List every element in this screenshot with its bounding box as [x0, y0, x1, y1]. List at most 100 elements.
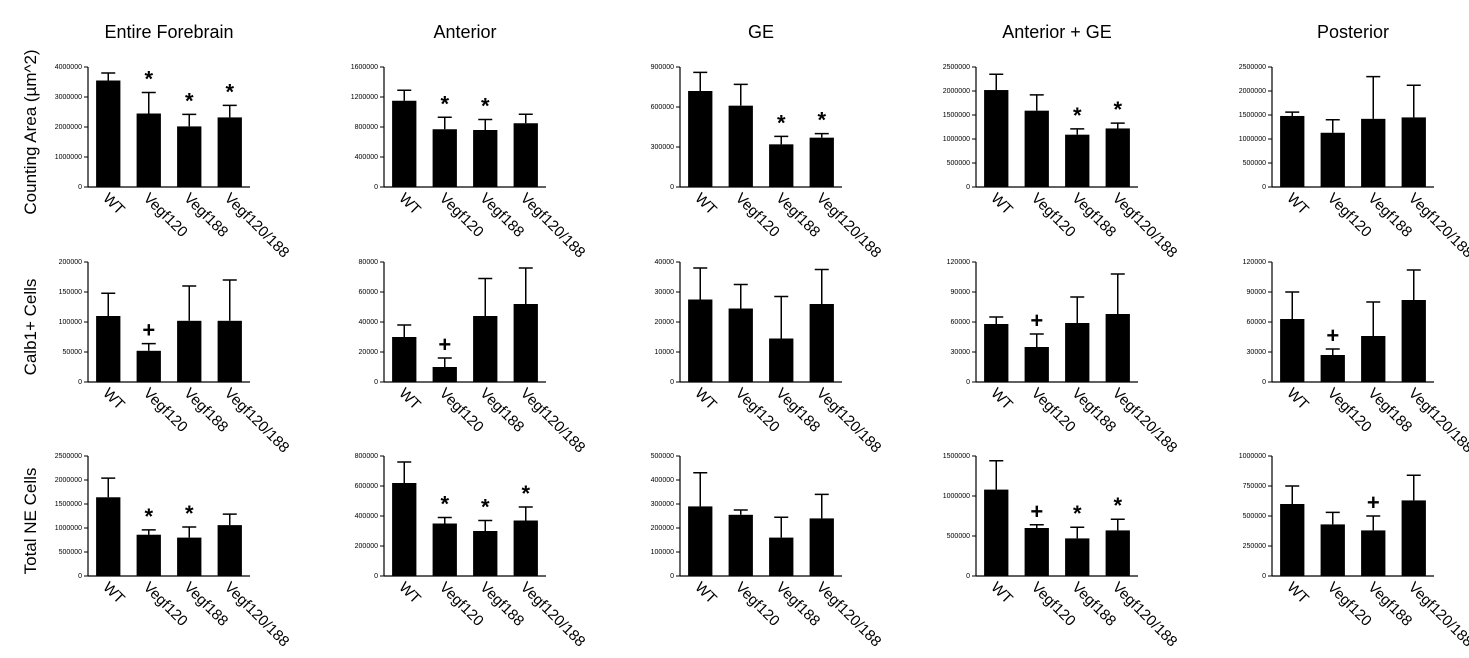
x-tick-label: Vegf188: [1068, 385, 1119, 436]
x-tick-label: Vegf120: [1028, 385, 1079, 436]
error-bar: [1070, 297, 1084, 323]
error-bar: [397, 90, 411, 101]
bar: [1106, 314, 1130, 382]
x-tick-label: Vegf120: [436, 190, 487, 241]
bar: [392, 337, 416, 382]
error-bar: [478, 521, 492, 532]
error-bar: [774, 517, 788, 537]
y-tick-label: 600000: [355, 483, 378, 490]
error-bar: [478, 120, 492, 131]
y-tick-label: 500000: [947, 533, 970, 540]
x-tick-label: Vegf188: [1364, 385, 1415, 436]
error-bar: [693, 473, 707, 507]
y-tick-label: 800000: [355, 124, 378, 131]
bar: [1280, 504, 1304, 576]
x-tick-label: WT: [691, 385, 720, 414]
significance-mark: +: [438, 332, 451, 357]
y-tick-label: 10000: [655, 349, 675, 356]
bar: [1106, 530, 1130, 576]
x-tick-label: Vegf188: [1068, 190, 1119, 241]
bar: [433, 129, 457, 187]
chart-title: Anterior: [433, 22, 496, 42]
bar: [1065, 538, 1089, 576]
bar: [433, 524, 457, 577]
significance-mark: +: [1367, 490, 1380, 515]
y-tick-label: 2000000: [55, 124, 82, 131]
error-bar: [142, 93, 156, 114]
x-tick-label: WT: [99, 190, 128, 219]
bar: [514, 123, 538, 187]
bar: [473, 316, 497, 382]
x-tick-label: Vegf120: [1028, 579, 1079, 630]
bar: [137, 535, 161, 576]
error-bar: [438, 117, 452, 129]
y-tick-label: 300000: [651, 501, 674, 508]
error-bar: [438, 358, 452, 367]
bar: [177, 321, 201, 382]
error-bar: [101, 478, 115, 497]
y-tick-label: 30000: [1247, 349, 1267, 356]
y-tick-label: 90000: [1247, 289, 1267, 296]
y-tick-label: 0: [374, 379, 378, 386]
error-bar: [223, 514, 237, 525]
y-tick-label: 1000000: [55, 525, 82, 532]
error-bar: [693, 268, 707, 300]
error-bar: [1111, 123, 1125, 128]
significance-mark: *: [777, 110, 786, 135]
y-tick-label: 250000: [1243, 543, 1266, 550]
significance-mark: *: [144, 504, 153, 529]
error-bar: [478, 279, 492, 317]
bar: [514, 304, 538, 382]
bar: [810, 304, 834, 382]
error-bar: [774, 297, 788, 339]
x-tick-label: WT: [691, 190, 720, 219]
x-tick-label: Vegf120/188: [517, 385, 589, 457]
error-bar: [1070, 129, 1084, 135]
y-tick-label: 80000: [359, 259, 379, 266]
y-tick-label: 50000: [63, 349, 83, 356]
bar: [769, 538, 793, 576]
error-bar: [1111, 274, 1125, 314]
y-tick-label: 500000: [1243, 513, 1266, 520]
error-bar: [1030, 95, 1044, 111]
error-bar: [1326, 120, 1340, 133]
significance-mark: *: [185, 501, 194, 526]
y-tick-label: 750000: [1243, 483, 1266, 490]
bar: [514, 521, 538, 577]
error-bar: [519, 114, 533, 123]
x-tick-label: Vegf120/188: [221, 190, 293, 262]
error-bar: [397, 462, 411, 483]
y-tick-label: 4000000: [55, 64, 82, 71]
x-tick-label: WT: [691, 579, 720, 608]
x-tick-label: Vegf188: [1364, 579, 1415, 630]
significance-mark: *: [1113, 97, 1122, 122]
error-bar: [1407, 85, 1421, 117]
x-tick-label: WT: [99, 385, 128, 414]
y-tick-label: 1500000: [1239, 112, 1266, 119]
x-tick-label: Vegf120: [1324, 190, 1375, 241]
x-tick-label: Vegf188: [180, 190, 231, 241]
y-tick-label: 30000: [951, 349, 971, 356]
error-bar: [734, 285, 748, 309]
error-bar: [989, 317, 1003, 324]
chart-title: Entire Forebrain: [104, 22, 233, 42]
x-tick-label: Vegf188: [476, 579, 527, 630]
bar: [1402, 300, 1426, 382]
significance-mark: *: [225, 79, 234, 104]
y-tick-label: 60000: [1247, 319, 1267, 326]
error-bar: [519, 268, 533, 304]
error-bar: [182, 114, 196, 126]
y-tick-label: 400000: [355, 513, 378, 520]
error-bar: [734, 84, 748, 105]
bar: [177, 126, 201, 187]
error-bar: [1366, 516, 1380, 530]
significance-mark: +: [1030, 499, 1043, 524]
bar: [1321, 524, 1345, 576]
x-tick-label: Vegf188: [1068, 579, 1119, 630]
bar: [473, 531, 497, 576]
significance-mark: +: [142, 318, 155, 343]
error-bar: [1366, 77, 1380, 119]
x-tick-label: Vegf188: [180, 579, 231, 630]
y-tick-label: 500000: [59, 549, 82, 556]
chart-title: Posterior: [1317, 22, 1389, 42]
